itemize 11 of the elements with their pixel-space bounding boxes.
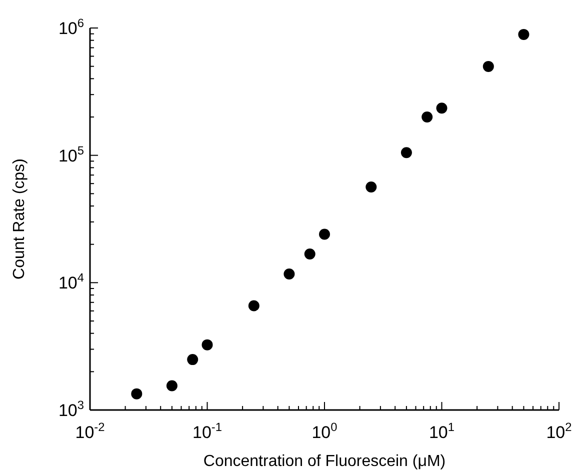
y-tick-label: 10$^{5}$ [58, 143, 84, 166]
y-tick-label: 10$^{3}$ [58, 398, 84, 420]
y-tick-label: 10$^{4}$ [58, 270, 84, 293]
x-tick-label: 10$^{2}$ [546, 420, 572, 442]
y-axis-title: Count Rate (cps) [11, 158, 28, 280]
y-tick-label: 10$^{6}$ [58, 16, 84, 38]
x-tick-label: 10$^{0}$ [312, 420, 338, 442]
x-tick-label: 10$^{-1}$ [192, 420, 222, 442]
x-tick-label: 10$^{-2}$ [75, 420, 106, 442]
x-axis-title: Concentration of Fluorescein (μM) [203, 453, 446, 470]
x-tick-label: 10$^{1}$ [428, 420, 455, 442]
